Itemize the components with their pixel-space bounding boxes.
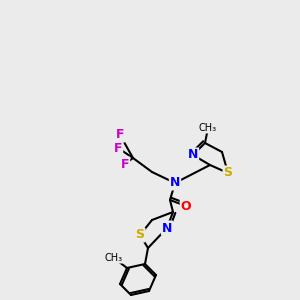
Text: N: N xyxy=(170,176,180,190)
Text: CH₃: CH₃ xyxy=(199,123,217,133)
Text: F: F xyxy=(116,128,124,142)
Text: F: F xyxy=(121,158,129,170)
Text: O: O xyxy=(181,200,191,212)
Text: S: S xyxy=(136,229,145,242)
Text: CH₃: CH₃ xyxy=(105,253,123,263)
Text: F: F xyxy=(114,142,122,154)
Text: N: N xyxy=(162,221,172,235)
Text: N: N xyxy=(188,148,198,161)
Text: S: S xyxy=(224,167,232,179)
